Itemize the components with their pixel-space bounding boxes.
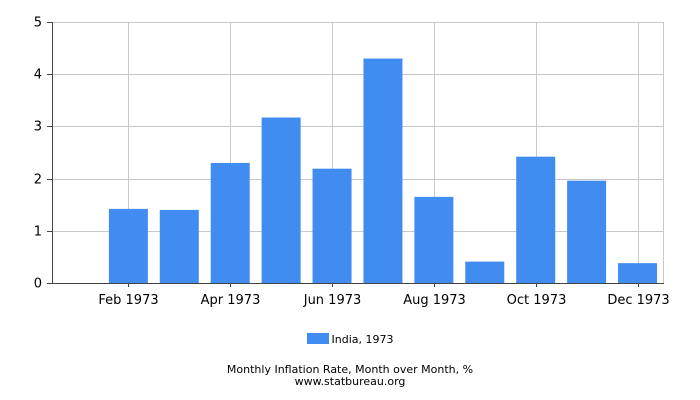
bar (210, 162, 250, 283)
bars (108, 58, 658, 283)
x-tick-label: Feb 1973 (98, 293, 158, 308)
gridlines (52, 22, 664, 284)
legend-swatch (306, 333, 329, 344)
y-tick-label: 0 (34, 277, 42, 292)
source-link[interactable]: www.statbureau.org (294, 375, 406, 388)
bar (261, 117, 301, 283)
bar (567, 180, 607, 283)
y-tick-label: 5 (34, 16, 42, 31)
y-tick-labels: 0 1 2 3 4 5 (34, 16, 42, 292)
bar (108, 208, 148, 283)
bar (414, 196, 454, 283)
bar (618, 263, 658, 283)
y-tick-label: 2 (34, 173, 42, 188)
x-tick-labels: Feb 1973 Apr 1973 Jun 1973 Aug 1973 Oct 1973… (98, 293, 669, 308)
y-tick-label: 3 (34, 120, 42, 135)
x-tick-label: Apr 1973 (201, 293, 261, 308)
x-tick-label: Jun 1973 (303, 293, 362, 308)
legend-label: India, 1973 (331, 333, 394, 346)
x-tick-label: Oct 1973 (507, 293, 567, 308)
bar (159, 209, 199, 283)
x-tick-label: Dec 1973 (607, 293, 669, 308)
bar (312, 168, 352, 283)
axes (47, 22, 664, 287)
bar (363, 58, 403, 283)
bar (516, 156, 556, 283)
y-tick-label: 1 (34, 225, 42, 240)
legend: India, 1973 (0, 333, 700, 346)
chart-caption: Monthly Inflation Rate, Month over Month… (226, 363, 474, 376)
bar (465, 261, 505, 283)
x-tick-label: Aug 1973 (403, 293, 466, 308)
y-tick-label: 4 (34, 68, 42, 83)
